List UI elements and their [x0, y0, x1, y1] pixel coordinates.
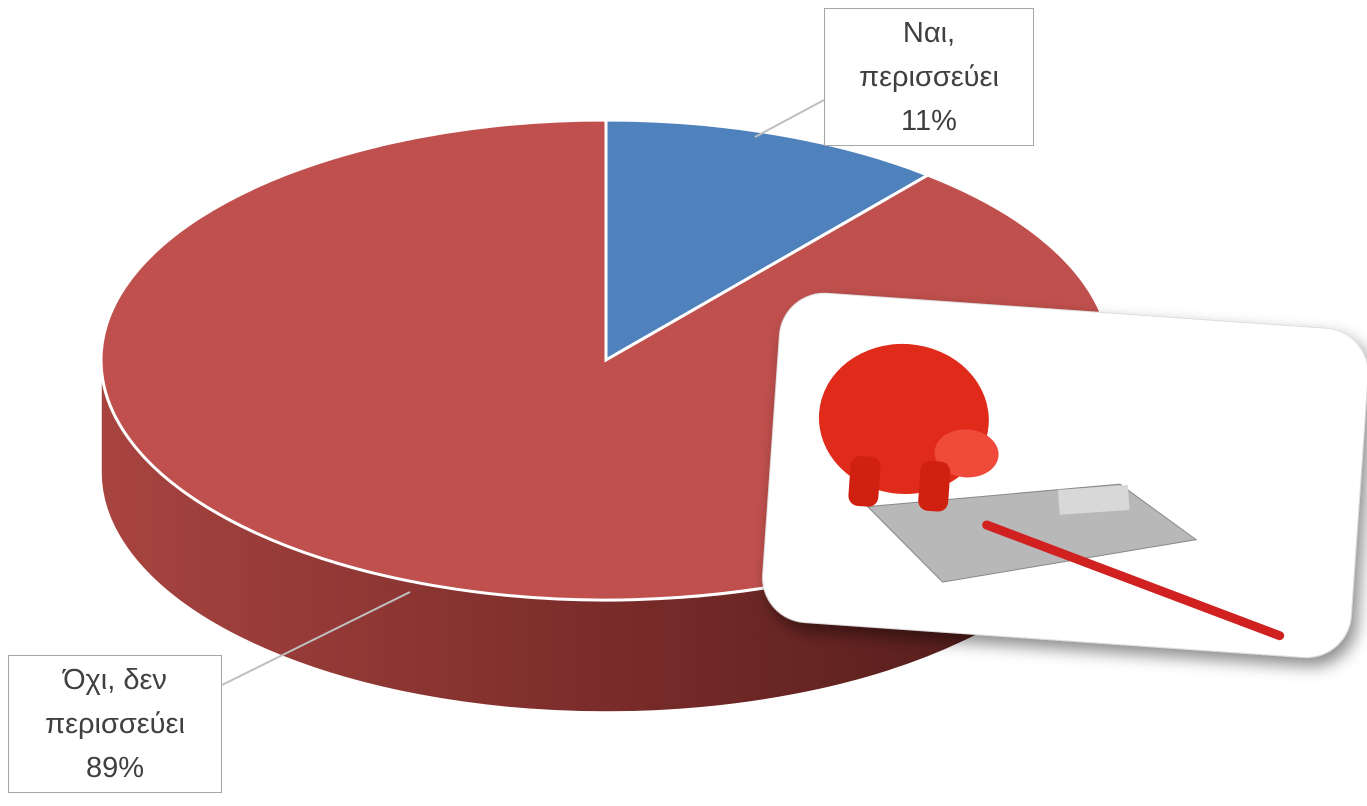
piggy-snout: [934, 429, 999, 478]
leader-line: [754, 99, 825, 138]
piggy-leg: [848, 456, 881, 507]
leaders: [221, 99, 825, 686]
label-category: Ναι, περισσεύει: [859, 17, 999, 93]
calculator-display: [1057, 484, 1130, 515]
leader-line: [221, 591, 411, 686]
label-value: 89%: [85, 752, 145, 784]
data-label: Όχι, δεν περισσεύει 89%: [8, 655, 222, 793]
label-value: 11%: [901, 105, 957, 137]
data-label: Ναι, περισσεύει 11%: [824, 8, 1034, 146]
label-category: Όχι, δεν περισσεύει: [45, 664, 185, 740]
photo-inset: [762, 292, 1367, 659]
pie-slice: [604, 118, 932, 363]
piggy-leg: [918, 460, 951, 512]
pen: [982, 520, 1285, 641]
